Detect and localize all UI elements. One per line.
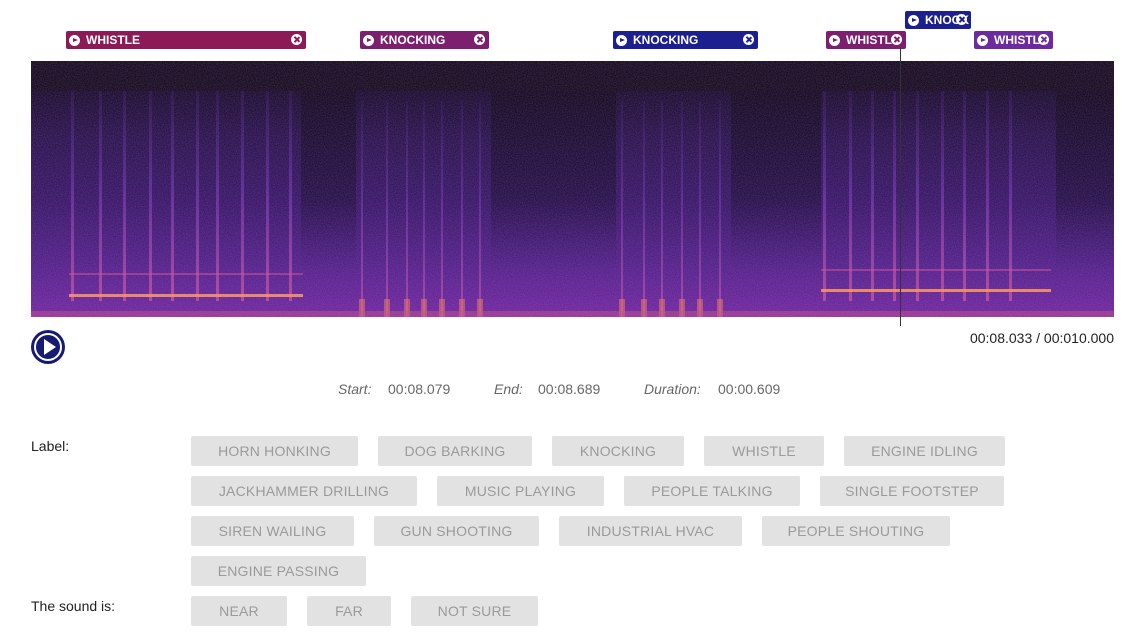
sound-heading: The sound is: — [31, 598, 116, 614]
play-icon[interactable] — [977, 34, 988, 46]
play-icon — [34, 333, 62, 361]
close-icon[interactable] — [1038, 34, 1049, 45]
end-label: End: — [494, 381, 523, 397]
label-option-people-talking[interactable]: PEOPLE TALKING — [624, 476, 800, 506]
label-option-music-playing[interactable]: MUSIC PLAYING — [437, 476, 604, 506]
region-tag-label: WHISTLE — [994, 33, 1048, 47]
label-option-engine-passing[interactable]: ENGINE PASSING — [191, 556, 366, 586]
region-tag-knocking-2[interactable]: KNOCKING — [613, 31, 758, 49]
play-icon[interactable] — [69, 34, 80, 46]
play-icon[interactable] — [908, 14, 919, 26]
label-option-whistle[interactable]: WHISTLE — [704, 436, 824, 466]
proximity-option-far[interactable]: FAR — [307, 596, 391, 626]
label-option-people-shouting[interactable]: PEOPLE SHOUTING — [762, 516, 950, 546]
end-value: 00:08.689 — [538, 381, 601, 397]
start-value: 00:08.079 — [388, 381, 451, 397]
region-tag-label: WHISTLE — [846, 33, 900, 47]
label-option-engine-idling[interactable]: ENGINE IDLING — [844, 436, 1005, 466]
label-heading: Label: — [31, 438, 70, 454]
region-tag-whistle-1[interactable]: WHISTLE — [66, 31, 306, 49]
label-option-jackhammer-drilling[interactable]: JACKHAMMER DRILLING — [191, 476, 417, 506]
play-icon[interactable] — [363, 34, 374, 46]
region-tag-label: KNOCKING — [633, 33, 699, 47]
close-icon[interactable] — [474, 34, 485, 45]
play-icon[interactable] — [829, 34, 840, 46]
label-option-siren-wailing[interactable]: SIREN WAILING — [191, 516, 354, 546]
region-tag-label: KNOCKING — [380, 33, 446, 47]
playhead-cursor[interactable] — [900, 48, 901, 326]
time-display: 00:08.033 / 00:010.000 — [969, 330, 1114, 346]
label-option-industrial-hvac[interactable]: INDUSTRIAL HVAC — [559, 516, 742, 546]
region-tag-whistle-2[interactable]: WHISTLE — [826, 31, 906, 49]
duration-label: Duration: — [644, 381, 701, 397]
close-icon[interactable] — [891, 34, 902, 45]
proximity-option-near[interactable]: NEAR — [191, 596, 287, 626]
play-icon[interactable] — [616, 34, 627, 46]
proximity-option-not-sure[interactable]: NOT SURE — [411, 596, 538, 626]
duration-value: 00:00.609 — [718, 381, 781, 397]
region-tag-label: WHISTLE — [86, 33, 140, 47]
region-tag-whistle-3[interactable]: WHISTLE — [974, 31, 1053, 49]
label-option-gun-shooting[interactable]: GUN SHOOTING — [374, 516, 539, 546]
region-tag-knock-3[interactable]: KNOCK — [905, 11, 971, 29]
close-icon[interactable] — [956, 14, 967, 25]
label-option-horn-honking[interactable]: HORN HONKING — [191, 436, 358, 466]
region-tag-knocking-1[interactable]: KNOCKING — [360, 31, 489, 49]
label-option-single-footstep[interactable]: SINGLE FOOTSTEP — [820, 476, 1004, 506]
start-label: Start: — [338, 381, 372, 397]
close-icon[interactable] — [743, 34, 754, 45]
spectrogram[interactable] — [31, 61, 1114, 317]
label-option-knocking[interactable]: KNOCKING — [552, 436, 684, 466]
close-icon[interactable] — [291, 34, 302, 45]
label-option-dog-barking[interactable]: DOG BARKING — [378, 436, 532, 466]
play-button[interactable] — [31, 330, 65, 364]
